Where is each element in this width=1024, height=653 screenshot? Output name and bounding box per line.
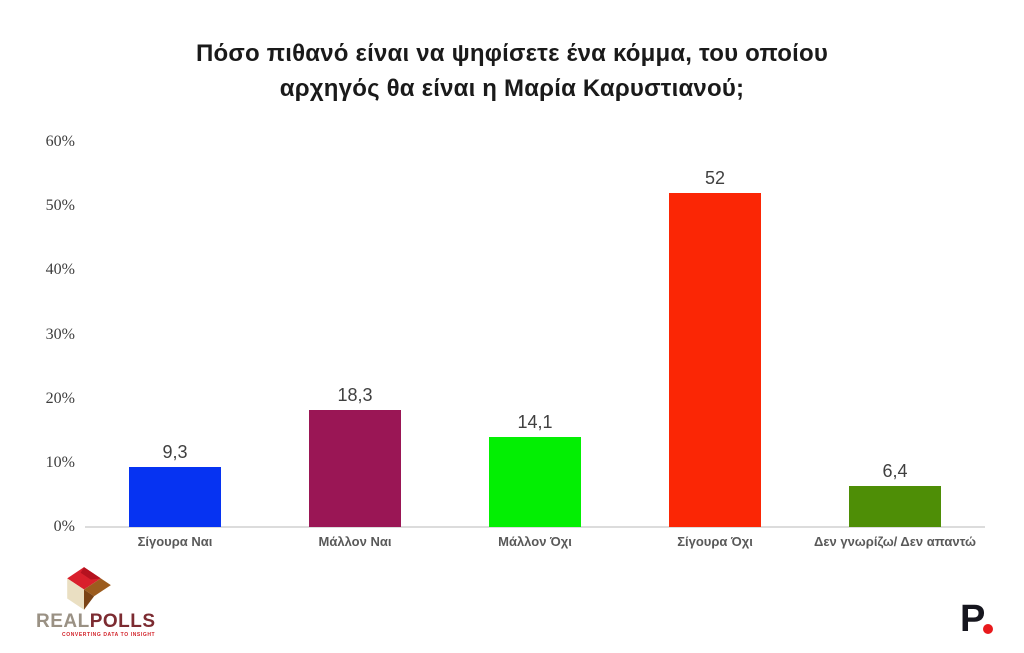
bar-column: 9,3 Σίγουρα Ναι	[85, 142, 265, 549]
realpolls-word-real: REAL	[36, 611, 90, 632]
y-axis-tick-label: 10%	[45, 453, 75, 471]
bar	[129, 467, 221, 527]
x-axis-line	[85, 526, 985, 528]
realpolls-tagline: CONVERTING DATA TO INSIGHT	[62, 632, 156, 638]
bar	[669, 193, 761, 527]
bar-value-label: 14,1	[517, 411, 553, 432]
bar-value-label: 6,4	[882, 460, 908, 481]
bar-value-label: 9,3	[162, 442, 188, 463]
y-axis-tick-label: 0%	[53, 518, 75, 535]
bar-value-label: 18,3	[337, 384, 373, 405]
bar	[309, 409, 401, 527]
chart-title-line1: Πόσο πιθανό είναι να ψηφίσετε ένα κόμμα,…	[195, 40, 829, 67]
y-axis-tick-label: 60%	[45, 133, 75, 150]
category-label: Δεν γνωρίζω/ Δεν απαντώ	[813, 534, 976, 549]
realpolls-wordmark: REALPOLLS	[36, 612, 156, 631]
bar-value-label: 52	[704, 168, 726, 189]
y-axis-tick-label: 50%	[45, 197, 75, 215]
chart-title-line2: αρχηγός θα είναι η Μαρία Καρυστιανού;	[279, 75, 745, 102]
bar-column: 14,1 Μάλλον Όχι	[445, 142, 625, 549]
category-label: Μάλλον Ναι	[318, 534, 392, 549]
politic-red-dot-icon	[983, 624, 993, 634]
politic-letter: P	[960, 598, 986, 640]
plot-area: 9,3 Σίγουρα Ναι 18,3 Μάλλον Ναι 14,1 Μάλλον Ό…	[85, 142, 985, 549]
realpolls-logo: REALPOLLS CONVERTING DATA TO INSIGHT	[36, 566, 176, 641]
y-axis-tick-label: 20%	[45, 389, 75, 407]
bar-column: 52 Σίγουρα Όχι	[625, 142, 805, 549]
bar	[849, 485, 941, 527]
bar-column: 18,3 Μάλλον Ναι	[265, 142, 445, 549]
realpolls-word-polls: POLLS	[89, 611, 156, 632]
category-label: Σίγουρα Όχι	[677, 534, 753, 549]
y-axis-tick-label: 40%	[45, 261, 75, 279]
politic-logo: P	[960, 600, 1006, 638]
category-label: Μάλλον Όχι	[498, 534, 572, 549]
bar	[489, 436, 581, 527]
category-label: Σίγουρα Ναι	[137, 534, 213, 549]
bar-column: 6,4 Δεν γνωρίζω/ Δεν απαντώ	[805, 142, 985, 549]
realpolls-cube-icon	[67, 567, 111, 610]
y-axis-tick-label: 30%	[45, 325, 75, 343]
chart-title: Πόσο πιθανό είναι να ψηφίσετε ένα κόμμα,…	[0, 36, 1024, 106]
